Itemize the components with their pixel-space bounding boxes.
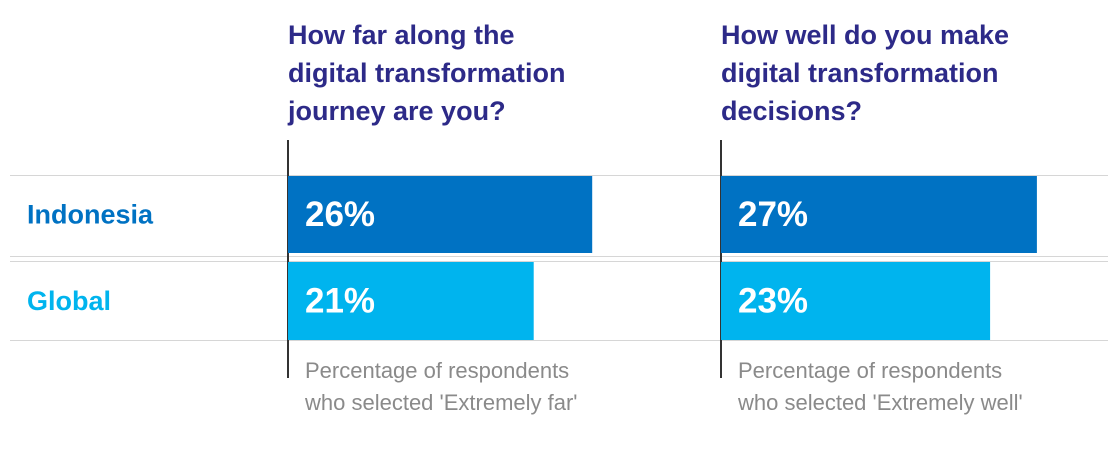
panel-title: How far along the — [288, 20, 515, 50]
bar — [288, 262, 534, 340]
panel-title: decisions? — [721, 96, 862, 126]
panel-title: digital transformation — [721, 58, 999, 88]
note: Percentage of respondents — [738, 358, 1002, 383]
panel-title: journey are you? — [287, 96, 506, 126]
note: who selected 'Extremely well' — [737, 390, 1023, 415]
value-label: 27% — [738, 195, 808, 234]
panel-title: How well do you make — [721, 20, 1009, 50]
panel-title: digital transformation — [288, 58, 566, 88]
bar — [721, 262, 991, 340]
bar — [288, 176, 593, 253]
category-label: Global — [27, 286, 111, 316]
bar — [721, 176, 1037, 253]
value-label: 23% — [738, 281, 808, 320]
note: who selected 'Extremely far' — [304, 390, 578, 415]
category-label: Indonesia — [27, 200, 154, 230]
value-label: 26% — [305, 195, 375, 234]
note: Percentage of respondents — [305, 358, 569, 383]
value-label: 21% — [305, 281, 375, 320]
